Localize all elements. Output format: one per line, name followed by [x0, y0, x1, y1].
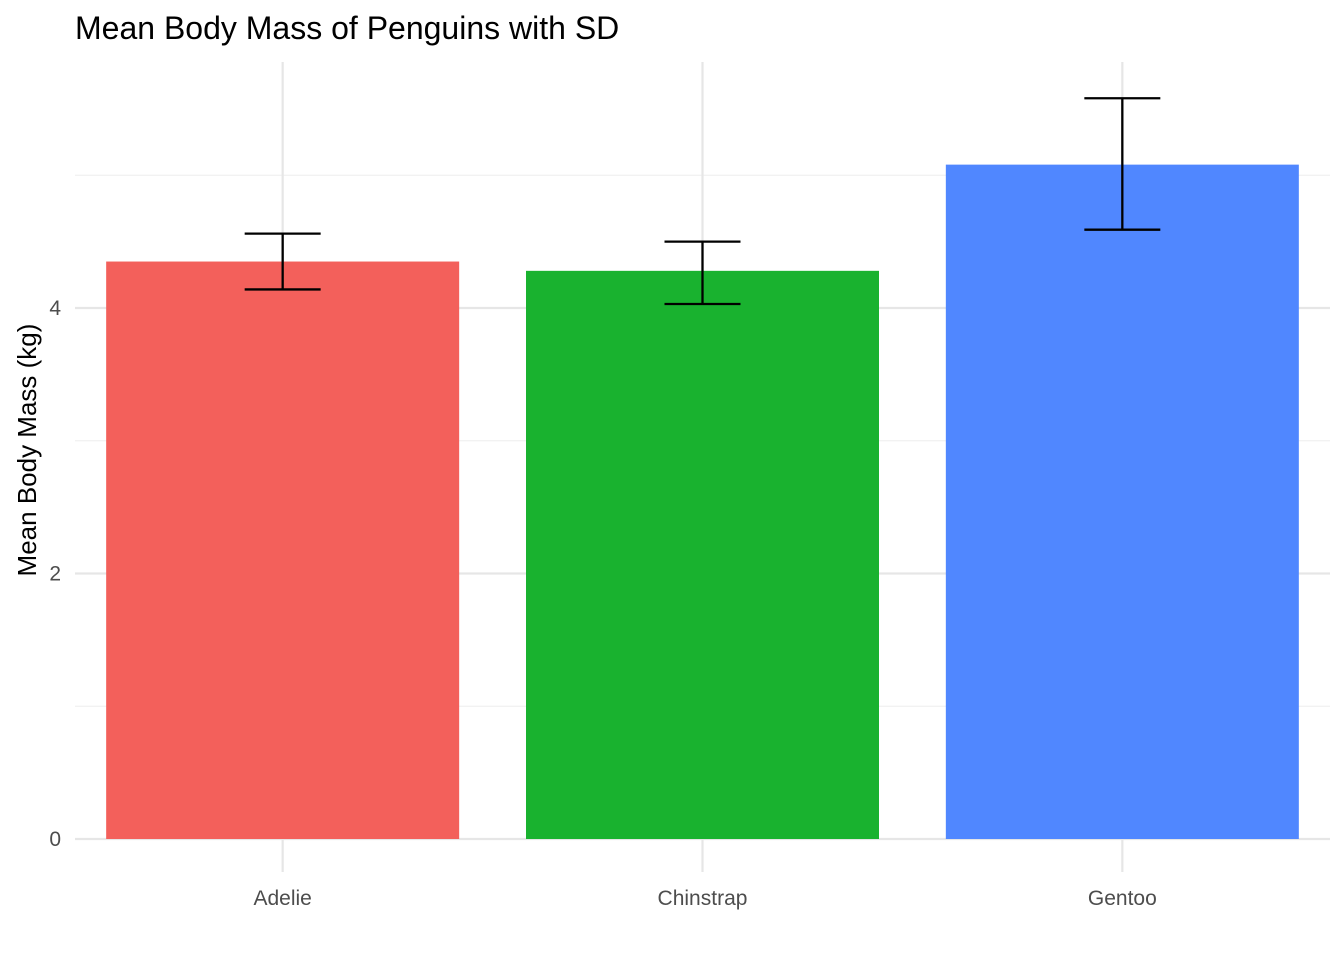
y-tick-label: 2: [49, 563, 61, 586]
bar-adelie: [106, 261, 460, 840]
bar-gentoo: [945, 164, 1299, 839]
x-tick-label: Adelie: [253, 887, 311, 910]
error-bar-chinstrap: [664, 240, 741, 306]
bars: [106, 164, 1299, 840]
y-tick-label: 0: [49, 828, 61, 851]
x-tick-label: Chinstrap: [658, 887, 748, 910]
chart-title: Mean Body Mass of Penguins with SD: [75, 10, 619, 46]
x-tick-label: Gentoo: [1088, 887, 1157, 910]
y-tick-label: 4: [49, 297, 61, 320]
error-bar-gentoo: [1084, 97, 1161, 231]
error-bars: [244, 97, 1161, 306]
x-axis-ticks: Adelie Chinstrap Gentoo: [253, 887, 1156, 910]
y-axis-ticks: 0 2 4: [49, 297, 61, 851]
error-bar-adelie: [244, 232, 321, 291]
y-axis-title: Mean Body Mass (kg): [12, 324, 42, 577]
bar-chinstrap: [526, 270, 879, 840]
